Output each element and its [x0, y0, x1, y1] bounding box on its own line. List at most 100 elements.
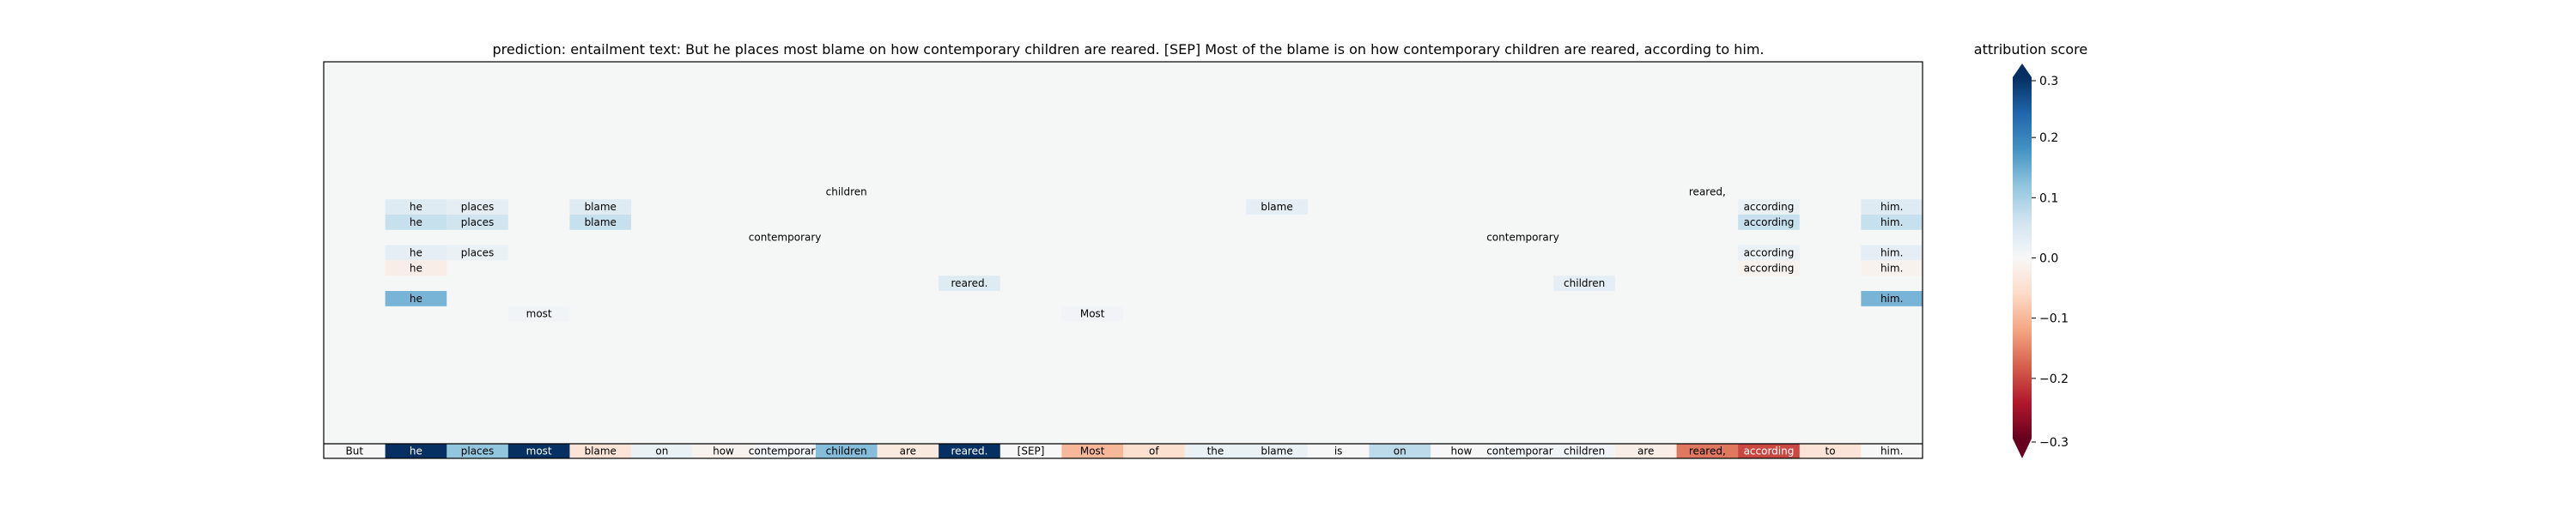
heatmap-frame: [323, 61, 1923, 459]
token-cell: [569, 444, 632, 458]
colorbar: 0.3 0.2 0.1 0.0 −0.1 −0.2 −0.3: [2013, 64, 2069, 458]
colorbar-tick-label: −0.1: [2039, 312, 2069, 326]
attention-cell: [507, 306, 570, 322]
attention-cell: [1861, 260, 1923, 276]
token-label: most: [526, 445, 552, 457]
attention-cell-label: he: [410, 293, 422, 305]
attention-cell-label: most: [526, 308, 552, 320]
attention-cell-label: blame: [585, 201, 617, 213]
attention-cell: [385, 199, 447, 215]
token-cell: [1061, 444, 1124, 458]
token-label: blame: [1261, 445, 1292, 457]
token-cell: [1369, 444, 1431, 458]
token-cell: [1553, 444, 1616, 458]
attention-cell-label: according: [1744, 201, 1795, 213]
token-cell: [1184, 444, 1247, 458]
token-label: on: [655, 445, 668, 457]
heatmap-background: [324, 62, 1923, 458]
token-label: on: [1394, 445, 1406, 457]
token-row: But he places most blame on how contemporary chi…: [324, 444, 1923, 458]
attention-cell-label: reared,: [1689, 185, 1726, 197]
token-label: according: [1744, 445, 1795, 457]
attention-cell-label: him.: [1880, 247, 1903, 259]
attention-cell: [447, 199, 508, 215]
token-cell: [1614, 444, 1678, 458]
token-cell: [1492, 444, 1554, 458]
attention-cell-label: according: [1744, 216, 1795, 228]
colorbar-gradient: [2013, 77, 2032, 439]
token-label: how: [1451, 445, 1473, 457]
colorbar-tick-label: −0.2: [2039, 373, 2069, 386]
attention-cell-label: Most: [1080, 308, 1105, 320]
token-cell: [1431, 444, 1493, 458]
attention-cell: [1246, 199, 1308, 215]
attention-cell: [447, 245, 508, 261]
attention-cell-label: him.: [1880, 293, 1903, 305]
token-label: to: [1826, 445, 1836, 457]
attention-cell: [1861, 245, 1923, 261]
attention-cell: [1553, 276, 1615, 291]
token-label: him.: [1880, 445, 1903, 457]
attention-cell-label: places: [461, 216, 495, 228]
token-cell: [1676, 444, 1739, 458]
colorbar-ticks: 0.3 0.2 0.1 0.0 −0.1 −0.2 −0.3: [2032, 75, 2069, 450]
token-cell: [447, 444, 509, 458]
attention-cell: [569, 215, 632, 230]
token-label: is: [1334, 445, 1343, 457]
colorbar-bottom-extension: [2013, 439, 2032, 458]
token-cell: [324, 444, 386, 458]
token-cell: [1799, 444, 1862, 458]
attention-cell-label: places: [461, 201, 495, 213]
attention-cell-label: contemporary: [749, 232, 822, 244]
token-cell: [631, 444, 694, 458]
token-cell: [1307, 444, 1370, 458]
token-label: [SEP]: [1018, 445, 1045, 457]
attention-cell-label: children: [1564, 277, 1605, 289]
attention-cell: [1861, 291, 1923, 306]
attention-cell-label: places: [461, 247, 495, 259]
token-label: children: [826, 445, 867, 457]
colorbar-top-extension: [2013, 64, 2032, 77]
token-label: blame: [585, 445, 617, 457]
token-label: he: [410, 445, 422, 457]
attention-cell-label: blame: [1261, 201, 1292, 213]
attention-cell-label: he: [410, 262, 422, 274]
token-label: contemporary: [1486, 445, 1559, 457]
token-cell: [1123, 444, 1186, 458]
token-label: children: [1564, 445, 1605, 457]
token-label: But: [346, 445, 364, 457]
attention-cell: [385, 215, 447, 230]
attention-cell-label: him.: [1880, 216, 1903, 228]
attention-cell: [1738, 245, 1800, 261]
attention-cell: [569, 199, 632, 215]
token-cell: [1861, 444, 1923, 458]
token-label: how: [713, 445, 734, 457]
attention-cell-label: he: [410, 201, 422, 213]
colorbar-label: attribution score: [1974, 41, 2087, 58]
token-label: contemporary: [749, 445, 822, 457]
attention-cell: [385, 291, 447, 306]
token-label: reared.: [951, 445, 988, 457]
attention-cell: [1861, 215, 1923, 230]
attention-cell: [385, 260, 447, 276]
token-label: of: [1149, 445, 1159, 457]
attention-cells: children he places blame blame according him. h…: [385, 185, 1923, 322]
attention-cell-label: according: [1744, 262, 1795, 274]
colorbar-tick-label: −0.3: [2039, 436, 2069, 450]
attention-cell-label: he: [410, 247, 422, 259]
token-cell: [999, 444, 1062, 458]
token-cell: [1738, 444, 1801, 458]
attention-cell-label: children: [826, 185, 867, 197]
token-cell: [385, 444, 447, 458]
token-label: are: [900, 445, 916, 457]
attention-cell-label: reared.: [951, 277, 988, 289]
token-cell: [877, 444, 939, 458]
token-label: reared,: [1689, 445, 1726, 457]
token-label: are: [1637, 445, 1654, 457]
token-cell: [754, 444, 817, 458]
colorbar-tick-label: 0.3: [2039, 75, 2058, 88]
attention-cell-label: contemporary: [1486, 232, 1559, 244]
colorbar-tick-label: 0.0: [2039, 252, 2058, 266]
attention-cell-label: according: [1744, 247, 1795, 259]
